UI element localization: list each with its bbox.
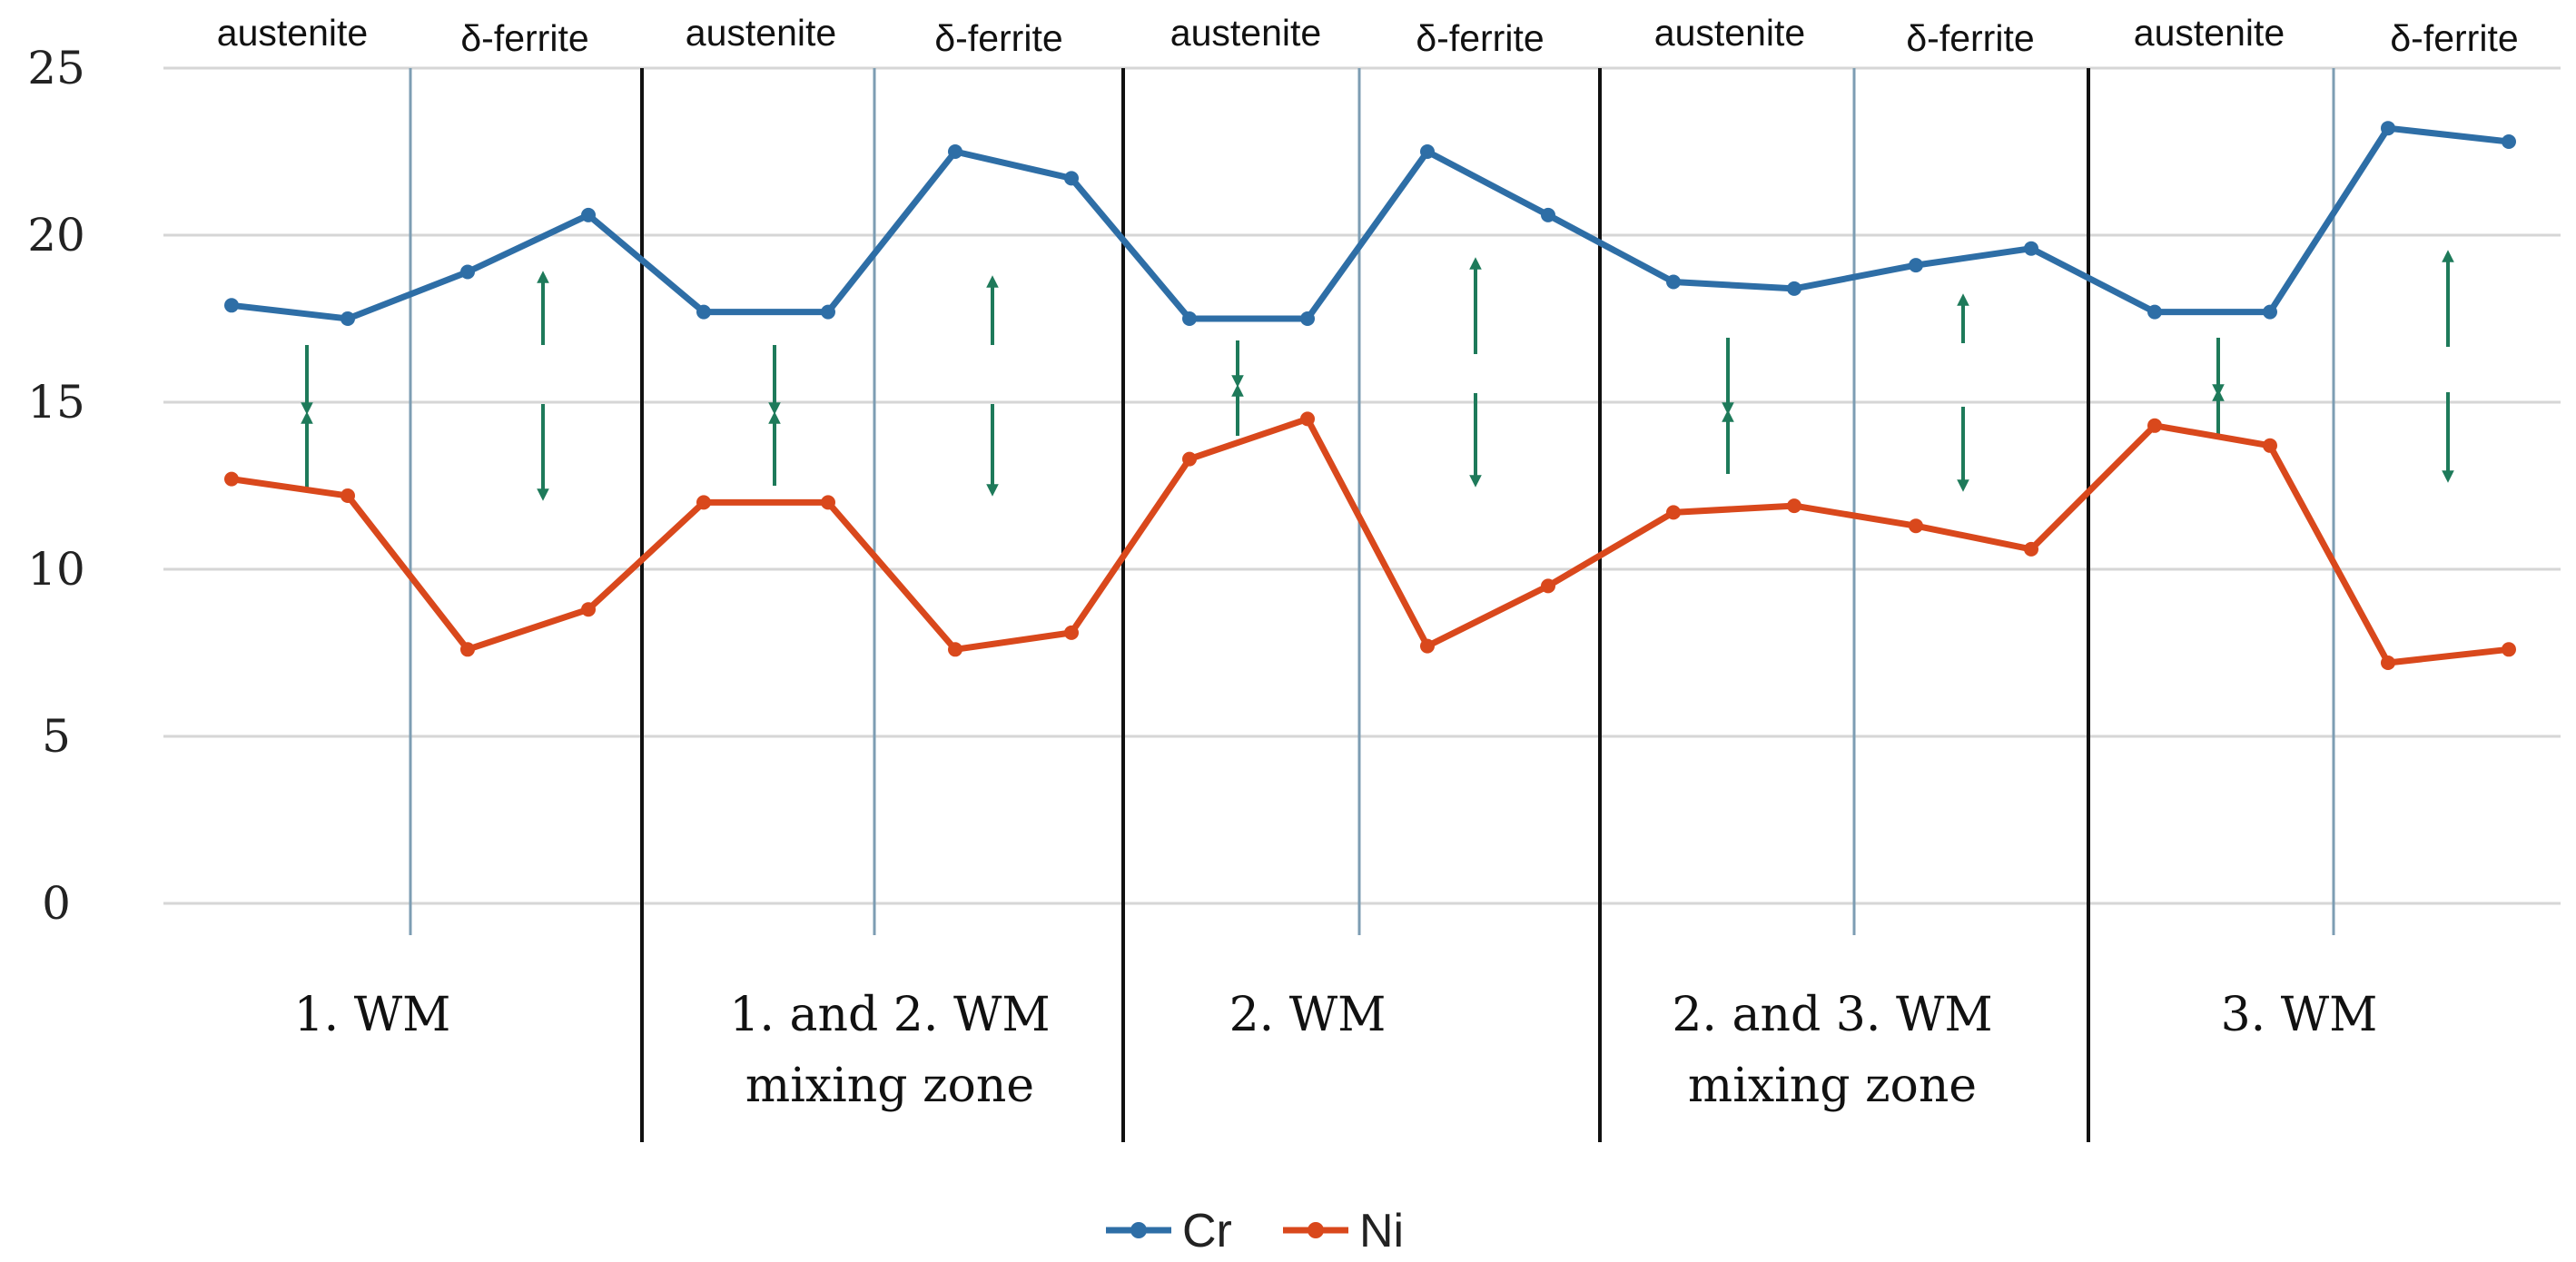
legend-label-ni: Ni bbox=[1359, 1205, 1404, 1257]
cr-data-point bbox=[2263, 304, 2277, 320]
zone-label: 1. and 2. WM bbox=[729, 988, 1050, 1042]
ni-data-point bbox=[696, 495, 711, 510]
zone-label: 2. WM bbox=[1229, 988, 1387, 1042]
data-series bbox=[224, 121, 2516, 670]
ni-data-point bbox=[1787, 498, 1801, 514]
ni-data-point bbox=[821, 495, 835, 510]
zone-label: 1. WM bbox=[294, 988, 451, 1042]
cr-data-point bbox=[460, 264, 475, 280]
y-tick-label: 25 bbox=[27, 42, 85, 94]
phase-label-ferrite: δ-ferrite bbox=[460, 17, 588, 59]
y-tick-label: 5 bbox=[42, 710, 71, 763]
cr-data-point bbox=[1541, 207, 1555, 222]
phase-label-ferrite: δ-ferrite bbox=[934, 17, 1062, 59]
legend-marker-ni bbox=[1308, 1222, 1324, 1238]
ni-data-point bbox=[2381, 656, 2395, 670]
y-tick-label: 10 bbox=[27, 543, 85, 596]
cr-data-point bbox=[2024, 241, 2038, 256]
y-axis-ticks: 0 5 10 15 20 25 bbox=[27, 42, 85, 930]
ni-data-point bbox=[581, 602, 596, 617]
ni-data-point bbox=[1666, 505, 1681, 520]
phase-label-austenite: austenite bbox=[1654, 12, 1805, 54]
zone-label: 3. WM bbox=[2221, 988, 2378, 1042]
gridlines bbox=[163, 66, 2561, 905]
y-tick-label: 15 bbox=[27, 376, 85, 429]
zone-label: mixing zone bbox=[1688, 1059, 1977, 1113]
cr-data-point bbox=[2502, 134, 2516, 149]
ni-data-point bbox=[1909, 518, 1923, 534]
y-tick-label: 0 bbox=[42, 877, 71, 930]
cr-data-point bbox=[1064, 171, 1079, 186]
ni-data-point bbox=[460, 642, 475, 657]
cr-series-line bbox=[231, 124, 2510, 322]
ni-data-point bbox=[2024, 541, 2038, 557]
cr-data-point bbox=[1300, 311, 1315, 326]
chart-legend: Cr Ni bbox=[1106, 1205, 1404, 1257]
ni-data-point bbox=[341, 488, 355, 503]
zone-label: mixing zone bbox=[745, 1059, 1034, 1113]
cr-data-point bbox=[2381, 121, 2395, 136]
ni-data-point bbox=[1300, 411, 1315, 427]
ni-data-point bbox=[1420, 638, 1435, 654]
phase-label-austenite: austenite bbox=[217, 12, 368, 54]
legend-marker-cr bbox=[1130, 1222, 1147, 1238]
ni-data-point bbox=[2502, 642, 2516, 657]
phase-label-ferrite: δ-ferrite bbox=[1416, 17, 1544, 59]
cr-data-point bbox=[1787, 281, 1801, 296]
cr-data-point bbox=[1666, 274, 1681, 290]
cr-data-point bbox=[224, 298, 239, 313]
cr-data-point bbox=[2147, 304, 2162, 320]
difference-arrows bbox=[301, 250, 2454, 501]
cr-data-point bbox=[821, 304, 835, 320]
cr-data-point bbox=[696, 304, 711, 320]
legend-label-cr: Cr bbox=[1182, 1205, 1232, 1257]
ni-data-point bbox=[948, 642, 962, 657]
cr-data-point bbox=[1420, 144, 1435, 159]
cr-data-point bbox=[341, 311, 355, 326]
ni-data-point bbox=[2263, 438, 2277, 453]
phase-label-austenite: austenite bbox=[686, 12, 836, 54]
cr-data-point bbox=[581, 207, 596, 222]
zone-labels: 1. WM 1. and 2. WM mixing zone 2. WM 2. and … bbox=[294, 988, 2378, 1113]
zone-label: 2. and 3. WM bbox=[1672, 988, 1992, 1042]
cr-data-point bbox=[948, 144, 962, 159]
cr-data-point bbox=[1182, 311, 1197, 326]
y-tick-label: 20 bbox=[27, 209, 85, 261]
ni-data-point bbox=[1064, 625, 1079, 640]
phase-label-austenite: austenite bbox=[2134, 12, 2285, 54]
phase-labels: austenite austenite austenite austenite aust… bbox=[217, 12, 2519, 59]
cr-data-point bbox=[1909, 258, 1923, 273]
phase-label-ferrite: δ-ferrite bbox=[2390, 17, 2518, 59]
ni-data-point bbox=[224, 471, 239, 487]
phase-label-austenite: austenite bbox=[1170, 12, 1321, 54]
ni-data-point bbox=[2147, 418, 2162, 433]
ni-data-point bbox=[1541, 578, 1555, 594]
phase-label-ferrite: δ-ferrite bbox=[1906, 17, 2034, 59]
ni-series-line bbox=[231, 415, 2510, 666]
ni-data-point bbox=[1182, 451, 1197, 467]
